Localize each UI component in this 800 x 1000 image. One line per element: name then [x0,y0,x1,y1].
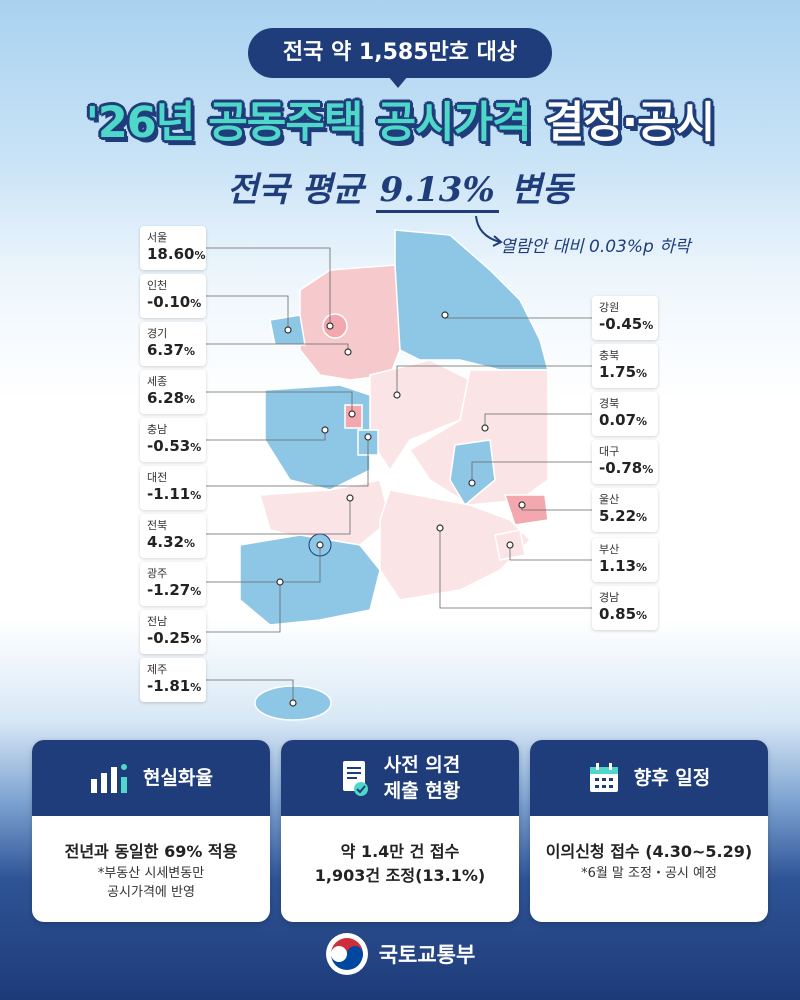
region-label-sejong: 세종 6.28% [140,370,206,414]
card-title: 사전 의견 [383,754,461,776]
page-title: '26년 공동주택 공시가격 결정·공시 [0,88,800,150]
region-label-jeonbuk: 전북 4.32% [140,514,206,558]
average-percent: 9.13% [375,170,499,213]
card-header: 향후 일정 [530,740,768,816]
card-main-text: 1,903건 조정(13.1%) [314,866,486,885]
change-note: 열람안 대비 0.03%p 하락 [500,237,691,257]
region-label-incheon: 인천 -0.10% [140,274,206,318]
card-sub-text: *부동산 시세변동만 [97,866,205,881]
region-label-gangwon: 강원 -0.45% [592,296,658,340]
region-label-ulsan: 울산 5.22% [592,488,658,532]
region-gyeongnam [379,489,532,601]
region-label-busan: 부산 1.13% [592,538,658,582]
region-label-daejeon: 대전 -1.11% [140,466,206,510]
title-main: '26년 공동주택 공시가격 [85,98,532,148]
region-label-gyeongbuk: 경북 0.07% [592,392,658,436]
document-check-icon [342,761,368,796]
region-jeonbuk [259,479,391,546]
region-label-gyeongnam: 경남 0.85% [592,586,658,630]
card-title: 현실화율 [143,767,213,789]
region-label-chungbuk: 충북 1.75% [592,344,658,388]
average-change: 전국 평균 9.13% 변동 [0,162,800,213]
card-main-text: 이의신청 접수 (4.30~5.29) [545,842,753,861]
card-header: 현실화율 [32,740,270,816]
card-sub-text: 공시가격에 반영 [107,885,195,900]
region-label-daegu: 대구 -0.78% [592,440,658,484]
card-main-text: 전년과 동일한 69% 적용 [64,842,238,861]
region-label-jeonnam: 전남 -0.25% [140,610,206,654]
bar-chart-icon [91,764,128,793]
ministry-name: 국토교통부 [378,943,476,967]
region-label-gyeonggi: 경기 6.37% [140,322,206,366]
card-schedule: 향후 일정 이의신청 접수 (4.30~5.29) *6월 말 조정・공시 예정 [530,740,768,922]
taegeuk-logo [325,933,368,975]
card-sub-text: *6월 말 조정・공시 예정 [581,866,717,881]
korea-map [205,229,592,721]
title-sub: 결정·공시 [544,98,716,148]
card-main-text: 약 1.4만 건 접수 [340,842,460,861]
curved-arrow-icon [475,215,503,247]
region-gangwon [394,229,549,371]
region-daegu [449,439,496,507]
region-label-seoul: 서울 18.60% [140,226,206,270]
footer: 국토교통부 [0,932,800,976]
region-chungnam [264,384,371,491]
calendar-icon [589,763,618,792]
card-title: 향후 일정 [633,767,711,789]
subtitle-post: 변동 [510,170,574,210]
region-gyeonggi [299,264,401,381]
region-label-jeju: 제주 -1.81% [140,658,206,702]
region-seoul [322,313,348,339]
scope-badge: 전국 약 1,585만호 대상 [248,28,552,88]
subtitle-pre: 전국 평균 [226,170,364,210]
card-title: 제출 현황 [383,780,461,802]
card-realization-rate: 현실화율 전년과 동일한 69% 적용 *부동산 시세변동만 공시가격에 반영 [32,740,270,922]
region-label-gwangju: 광주 -1.27% [140,562,206,606]
region-label-chungnam: 충남 -0.53% [140,418,206,462]
